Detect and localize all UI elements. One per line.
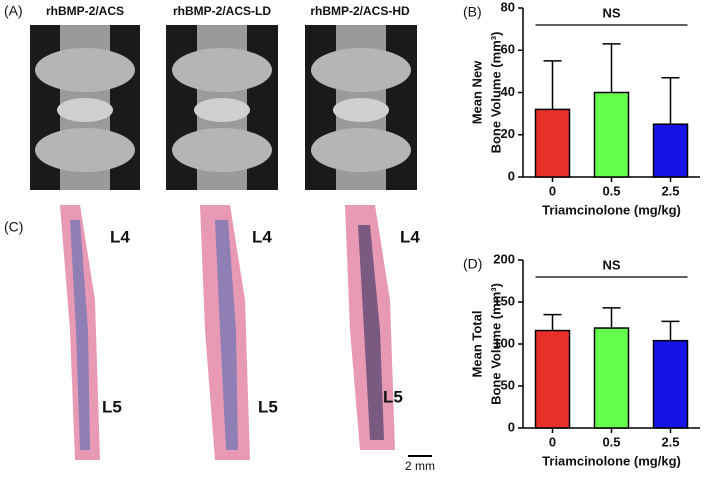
scale-label: 2 mm: [405, 459, 435, 473]
panel-label: (A): [4, 3, 23, 19]
level-label: L5: [102, 397, 122, 416]
bar: [593, 91, 630, 178]
x-axis-label: Triamcinolone (mg/kg): [542, 453, 681, 468]
y-axis-label: Bone Volume (mm³): [488, 32, 503, 154]
annotation: NS: [602, 5, 620, 20]
y-tick-label: 80: [501, 0, 515, 14]
x-tick-label: 0: [549, 434, 556, 449]
x-tick-label: 0: [549, 183, 556, 198]
panel-label: (C): [4, 219, 23, 235]
x-tick-label: 0.5: [602, 434, 620, 449]
y-tick-label: 60: [501, 42, 515, 57]
x-axis-label: Triamcinolone (mg/kg): [542, 202, 681, 217]
panel-label: (B): [463, 4, 482, 20]
y-axis-label: Mean Total: [469, 311, 484, 378]
y-tick-label: 200: [493, 251, 515, 266]
y-tick-label: 100: [493, 335, 515, 350]
x-tick-label: 2.5: [661, 183, 679, 198]
level-label: L5: [258, 397, 278, 416]
y-axis-label: Bone Volume (mm³): [488, 283, 503, 405]
bar: [534, 108, 571, 178]
ct-images: [30, 25, 417, 190]
level-label: L4: [400, 227, 420, 246]
y-tick-label: 0: [508, 419, 515, 434]
level-label: L4: [110, 227, 130, 246]
bar: [652, 123, 689, 178]
x-tick-label: 0.5: [602, 183, 620, 198]
panel-label: (D): [463, 256, 482, 272]
bar: [593, 327, 630, 429]
y-tick-label: 20: [501, 126, 515, 141]
caption: rhBMP-2/ACS-LD: [173, 4, 271, 18]
caption: rhBMP-2/ACS: [46, 4, 124, 18]
level-label: L4: [252, 227, 272, 246]
y-tick-label: 150: [493, 293, 515, 308]
annotation: NS: [602, 257, 620, 272]
histology: [60, 205, 395, 460]
level-label: L5: [383, 387, 403, 406]
caption: rhBMP-2/ACS-HD: [310, 4, 410, 18]
y-tick-label: 40: [501, 84, 515, 99]
y-tick-label: 50: [501, 377, 515, 392]
x-tick-label: 2.5: [661, 434, 679, 449]
y-tick-label: 0: [508, 168, 515, 183]
bar: [652, 339, 689, 429]
y-axis-label: Mean New: [469, 60, 484, 124]
bar: [534, 329, 571, 429]
